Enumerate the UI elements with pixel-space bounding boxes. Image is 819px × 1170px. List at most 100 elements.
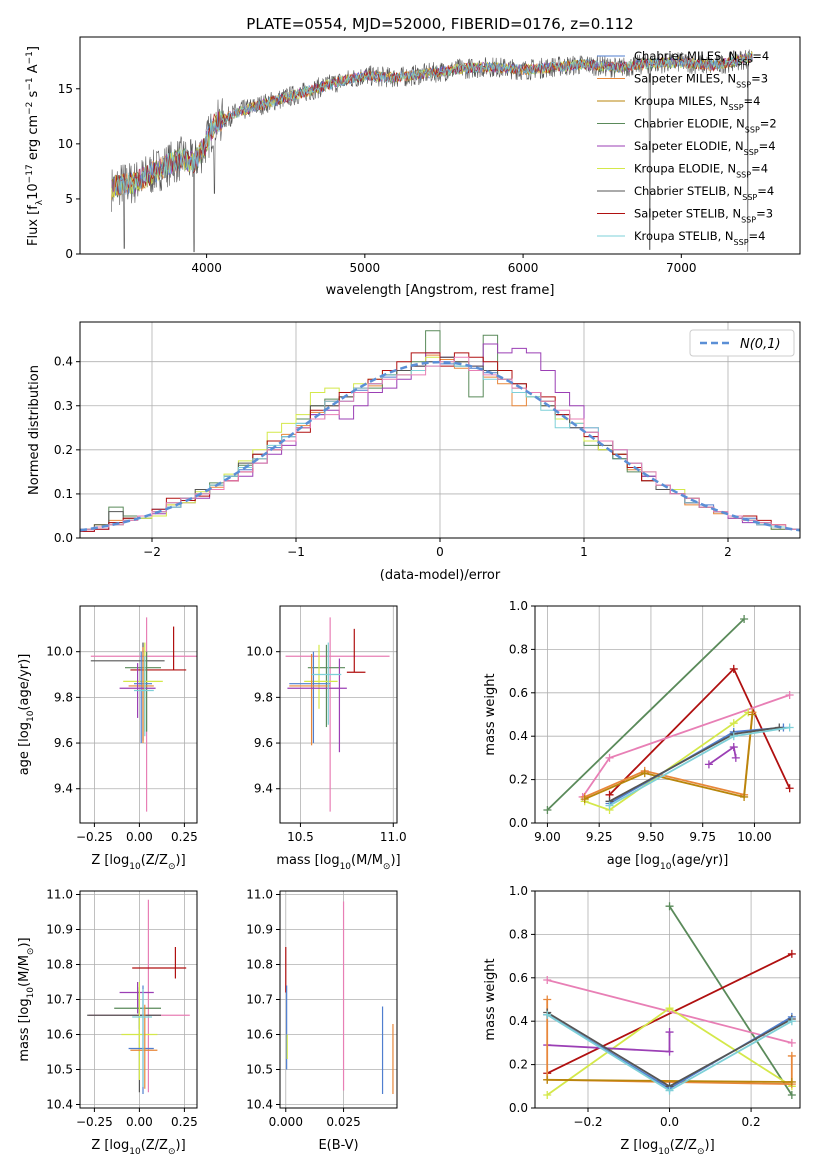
ytick-label: 0.6 — [509, 686, 528, 700]
legend-label-sub: SSP — [737, 58, 752, 67]
xlabel-part: Z [log — [91, 1138, 129, 1153]
ytick-label: 9.8 — [54, 690, 73, 704]
mass-vs-ebv-panel: 0.000 0.025 10.4 10.5 10.6 10.7 10.8 10.9 11.0 E(… — [246, 888, 398, 1153]
spectrum-title: PLATE=0554, MJD=52000, FIBERID=0176, z=0… — [246, 15, 633, 33]
xlabel: mass [log10(M/M⊙)] — [276, 853, 400, 872]
weight-marker — [785, 784, 794, 793]
ytick-label: 10.0 — [246, 645, 273, 659]
weight-marker — [729, 664, 738, 673]
xlabel-part: 10 — [129, 1147, 141, 1157]
weight-line-chabrier-elodie — [546, 618, 745, 811]
weight-marker — [748, 710, 757, 719]
mw-vs-Z-panel: −0.2 0.0 0.2 0.0 0.2 0.4 0.6 0.8 1.0 Z [log10(Z/Z… — [483, 884, 801, 1157]
plot-area — [280, 891, 397, 1108]
weight-marker — [787, 1077, 796, 1086]
ytick-label: 11.0 — [246, 888, 273, 902]
xlabel: age [log10(age/yr)] — [607, 853, 729, 872]
xtick-label: 10.5 — [287, 830, 314, 844]
weight-marker — [665, 1086, 674, 1095]
legend-label: Kroupa ELODIE, NSSP=4 — [634, 162, 768, 180]
xlabel-part: )] — [176, 1138, 186, 1153]
legend-label-sub: SSP — [736, 80, 751, 89]
legend-label-tail: =3 — [751, 72, 768, 86]
weight-marker — [729, 743, 738, 752]
ytick-label: 0.8 — [509, 927, 528, 941]
xtick-label: 0.000 — [269, 1115, 303, 1129]
legend-label: Salpeter STELIB, NSSP=3 — [634, 207, 773, 225]
xlabel-part: )] — [705, 1138, 715, 1153]
xtick-label: 0.0 — [660, 1115, 679, 1129]
ylabel-part: mass weight — [483, 673, 498, 755]
xlabel: Z [log10(Z/Z⊙)] — [91, 1138, 185, 1157]
weight-line-chabrier-stelib — [609, 726, 780, 803]
weight-marker — [740, 792, 749, 801]
residuals-xtick-label: 1 — [580, 545, 588, 559]
weight-line-kroupa-miles — [547, 1078, 792, 1083]
spectrum-line-salpeter-stelib — [115, 53, 753, 196]
spectrum-line-kroupa-stelib — [115, 51, 753, 195]
legend-label-main: Salpeter MILES, N — [634, 72, 736, 86]
weight-marker — [665, 1047, 674, 1056]
age-vs-mass-panel: 10.5 11.0 9.4 9.6 9.8 10.0 mass [log10(M/M⊙)] — [246, 605, 407, 872]
xlabel: E(B-V) — [318, 1138, 358, 1153]
spectrum-ytick-label: 5 — [65, 192, 73, 206]
weight-line-salpeter-stelib — [546, 953, 793, 1075]
mw-vs-age-panel: 9.00 9.25 9.50 9.75 10.00 0.0 0.2 0.4 0.6 0.8 1.0 a… — [483, 599, 801, 872]
ylabel-part: 10 — [26, 710, 36, 722]
ytick-label: 0.2 — [509, 773, 528, 787]
ytick-label: 10.8 — [246, 958, 273, 972]
residuals-xtick-label: 0 — [436, 545, 444, 559]
ylabel: age [log10(age/yr)] — [17, 654, 36, 776]
xlabel-part: ⊙ — [168, 1147, 176, 1157]
weight-marker — [665, 902, 674, 911]
xtick-label: 0.025 — [326, 1115, 360, 1129]
panel-frame — [534, 890, 801, 1109]
weight-line-salpeter-miles — [546, 999, 793, 1086]
ylabel-part: 10 — [26, 987, 36, 999]
spectrum-xtick-label: 4000 — [191, 261, 222, 275]
xlabel: Z [log10(Z/Z⊙)] — [620, 1138, 714, 1157]
ytick-label: 1.0 — [509, 884, 528, 898]
weight-marker — [543, 805, 552, 814]
xtick-label: 0.00 — [126, 1115, 153, 1129]
xlabel-part: Z [log — [620, 1138, 658, 1153]
spectrum-panel: PLATE=0554, MJD=52000, FIBERID=0176, z=0… — [25, 15, 801, 298]
weight-marker — [543, 975, 552, 984]
ytick-label: 9.6 — [54, 736, 73, 750]
spectrum-ytick-label: 0 — [65, 247, 73, 261]
normal-legend-label: N(0,1) — [740, 337, 781, 352]
residuals-xlabel: (data-model)/error — [380, 568, 501, 583]
legend-label-tail: =2 — [760, 117, 777, 131]
residuals-ytick-label: 0.3 — [54, 399, 73, 413]
age-vs-Z-panel: −0.25 0.00 0.259.49.69.810.0Z [log10(Z/Z⊙)… — [17, 605, 198, 872]
xlabel-part: (Z/Z — [670, 1138, 697, 1153]
xtick-label: 0.25 — [171, 830, 198, 844]
weight-marker — [543, 995, 552, 1004]
xlabel-part: ⊙ — [697, 1147, 705, 1157]
xtick-label: 9.25 — [586, 830, 613, 844]
weight-marker — [543, 1075, 552, 1084]
ylabel-part: mass weight — [483, 958, 498, 1040]
legend-label: Salpeter ELODIE, NSSP=4 — [634, 139, 776, 157]
spectrum-xtick-label: 6000 — [508, 261, 539, 275]
spectrum-xtick-label: 5000 — [350, 261, 381, 275]
legend-label-tail: =4 — [752, 49, 769, 63]
legend-label-sub: SSP — [744, 148, 759, 157]
residuals-ytick-label: 0.1 — [54, 487, 73, 501]
ylabel-part: (age/yr)] — [17, 654, 32, 711]
xlabel-part: )] — [390, 853, 400, 868]
ytick-label: 10.9 — [46, 923, 73, 937]
panel-frame — [79, 605, 198, 824]
xtick-label: 0.25 — [171, 1115, 198, 1129]
weight-marker — [775, 723, 784, 732]
plot-area — [535, 891, 800, 1108]
ylabel-part: age [log — [17, 722, 32, 775]
ytick-label: 10.6 — [46, 1028, 73, 1042]
xlabel-part: E(B-V) — [318, 1138, 358, 1153]
weight-marker — [785, 723, 794, 732]
xtick-label: 0.00 — [126, 830, 153, 844]
ytick-label: 11.0 — [46, 888, 73, 902]
xlabel-part: 10 — [660, 862, 672, 872]
